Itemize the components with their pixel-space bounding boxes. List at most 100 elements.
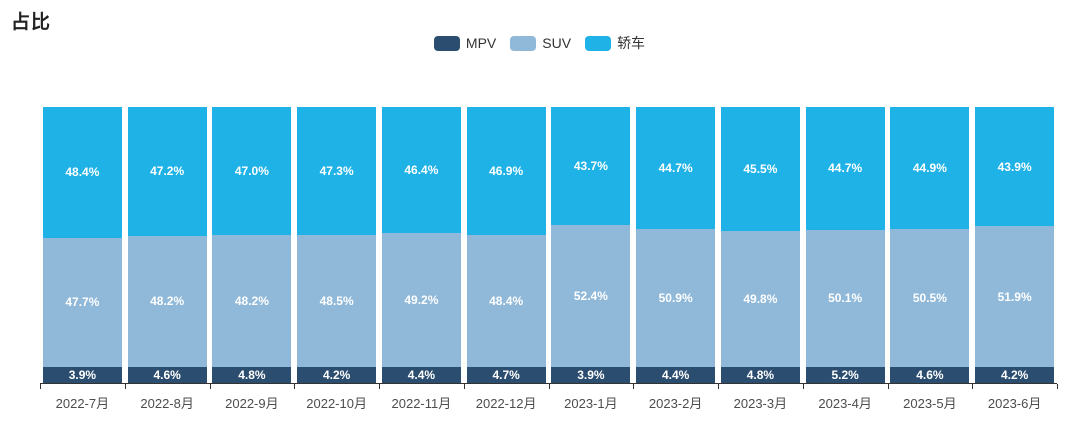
bar-value-label: 4.6% bbox=[916, 368, 944, 382]
bar-segment-mpv[interactable]: 4.4% bbox=[636, 367, 716, 383]
bar-value-label: 4.4% bbox=[661, 368, 690, 382]
x-axis-tick bbox=[548, 384, 550, 389]
x-axis-tick bbox=[1057, 384, 1058, 389]
bar-value-label: 47.2% bbox=[150, 164, 185, 179]
bar-segment-轿车[interactable]: 47.2% bbox=[127, 107, 207, 236]
bar-segment-suv[interactable]: 47.7% bbox=[42, 237, 122, 367]
bar-segment-轿车[interactable]: 48.4% bbox=[42, 107, 122, 238]
bar-value-label: 43.7% bbox=[573, 159, 608, 174]
stacked-bar: 44.7% 50.1% 5.2% bbox=[805, 107, 885, 383]
legend-item-mpv[interactable]: MPV bbox=[433, 35, 497, 51]
x-axis-tick bbox=[124, 384, 126, 389]
bar-segment-mpv[interactable]: 5.2% bbox=[805, 367, 885, 383]
bars-container: 48.4% 47.7% 3.9% 47.2% 48.2% 4.6% 47.0% 48.2% 4.… bbox=[40, 107, 1057, 383]
bar-segment-mpv[interactable]: 3.9% bbox=[551, 367, 631, 383]
legend-swatch-sedan-icon bbox=[585, 35, 612, 51]
bar-segment-轿车[interactable]: 47.3% bbox=[297, 107, 377, 236]
bar-segment-轿车[interactable]: 47.0% bbox=[212, 107, 292, 236]
bar-value-label: 3.9% bbox=[577, 368, 605, 382]
bar-segment-suv[interactable]: 49.2% bbox=[381, 233, 461, 367]
bar-value-label: 44.7% bbox=[828, 161, 863, 176]
bar-segment-轿车[interactable]: 44.9% bbox=[890, 107, 970, 230]
x-axis-tick bbox=[802, 384, 804, 389]
bar-segment-suv[interactable]: 49.8% bbox=[720, 231, 800, 367]
bar-column: 44.9% 50.5% 4.6% bbox=[888, 107, 973, 383]
bar-value-label: 48.2% bbox=[234, 294, 269, 309]
legend-item-suv[interactable]: SUV bbox=[510, 35, 571, 51]
bar-segment-suv[interactable]: 48.2% bbox=[212, 235, 292, 367]
bar-segment-suv[interactable]: 48.5% bbox=[297, 235, 377, 367]
bar-value-label: 48.2% bbox=[150, 294, 185, 309]
stacked-bar: 44.9% 50.5% 4.6% bbox=[890, 107, 970, 383]
bar-value-label: 50.1% bbox=[828, 291, 863, 306]
x-axis-label: 2023-5月 bbox=[903, 396, 957, 411]
bar-segment-mpv[interactable]: 4.8% bbox=[720, 367, 800, 383]
bar-segment-suv[interactable]: 50.5% bbox=[890, 229, 970, 367]
bar-value-label: 4.8% bbox=[238, 368, 266, 382]
x-axis-tick bbox=[294, 384, 296, 389]
x-axis-label: 2023-3月 bbox=[733, 396, 788, 411]
x-axis-tick bbox=[972, 384, 974, 389]
x-axis-line bbox=[40, 383, 1058, 390]
bar-value-label: 48.4% bbox=[489, 293, 524, 308]
bar-value-label: 44.7% bbox=[658, 160, 693, 175]
stacked-bar: 44.7% 50.9% 4.4% bbox=[636, 107, 716, 383]
bar-value-label: 48.5% bbox=[319, 294, 354, 309]
bar-segment-轿车[interactable]: 45.5% bbox=[720, 107, 800, 232]
legend: MPV SUV 轿车 bbox=[0, 33, 1079, 53]
x-axis-tick bbox=[718, 384, 719, 389]
bar-segment-mpv[interactable]: 4.2% bbox=[975, 367, 1055, 383]
bar-value-label: 46.4% bbox=[404, 163, 439, 178]
bar-column: 45.5% 49.8% 4.8% bbox=[718, 107, 803, 383]
bar-value-label: 3.9% bbox=[68, 368, 97, 382]
bar-segment-mpv[interactable]: 3.9% bbox=[42, 367, 122, 383]
bar-segment-轿车[interactable]: 43.9% bbox=[975, 107, 1055, 227]
bar-column: 46.9% 48.4% 4.7% bbox=[464, 107, 549, 383]
x-axis-tick bbox=[887, 384, 889, 389]
stacked-bar: 45.5% 49.8% 4.8% bbox=[720, 107, 800, 383]
bar-column: 47.2% 48.2% 4.6% bbox=[125, 107, 210, 383]
x-axis-label: 2022-9月 bbox=[225, 396, 279, 411]
chart-title: 占比 bbox=[11, 12, 52, 33]
bar-column: 47.0% 48.2% 4.8% bbox=[210, 107, 295, 383]
bar-segment-suv[interactable]: 48.4% bbox=[466, 234, 546, 367]
stacked-bar: 47.3% 48.5% 4.2% bbox=[297, 107, 377, 383]
bar-value-label: 52.4% bbox=[573, 289, 608, 304]
bar-column: 47.3% 48.5% 4.2% bbox=[294, 107, 379, 383]
bar-segment-轿车[interactable]: 43.7% bbox=[551, 107, 631, 226]
bar-segment-suv[interactable]: 51.9% bbox=[975, 226, 1055, 367]
bar-value-label: 47.7% bbox=[65, 295, 100, 310]
bar-value-label: 44.9% bbox=[912, 161, 947, 176]
bar-segment-mpv[interactable]: 4.6% bbox=[127, 367, 207, 383]
bar-value-label: 45.5% bbox=[743, 162, 778, 177]
bar-segment-suv[interactable]: 50.1% bbox=[805, 229, 885, 367]
stacked-bar: 47.2% 48.2% 4.6% bbox=[127, 107, 207, 383]
bar-segment-mpv[interactable]: 4.2% bbox=[297, 367, 377, 383]
x-axis-label: 2023-4月 bbox=[818, 396, 872, 411]
x-axis-tick bbox=[379, 384, 380, 389]
x-axis-label: 2022-8月 bbox=[140, 396, 194, 411]
bar-segment-mpv[interactable]: 4.6% bbox=[890, 367, 970, 383]
bar-segment-suv[interactable]: 48.2% bbox=[127, 235, 207, 367]
bar-value-label: 49.8% bbox=[743, 292, 778, 307]
bar-value-label: 4.2% bbox=[322, 368, 351, 382]
stacked-bar: 43.7% 52.4% 3.9% bbox=[551, 107, 631, 383]
legend-item-sedan[interactable]: 轿车 bbox=[585, 33, 645, 53]
bar-segment-mpv[interactable]: 4.8% bbox=[212, 367, 292, 383]
bar-segment-轿车[interactable]: 44.7% bbox=[805, 107, 885, 230]
bar-value-label: 47.0% bbox=[234, 164, 269, 179]
bar-segment-suv[interactable]: 52.4% bbox=[551, 225, 631, 367]
bar-segment-轿车[interactable]: 46.4% bbox=[381, 107, 461, 234]
bar-value-label: 5.2% bbox=[831, 368, 859, 382]
x-axis-label: 2022-11月 bbox=[391, 396, 452, 411]
bar-segment-suv[interactable]: 50.9% bbox=[636, 228, 716, 367]
legend-label-mpv: MPV bbox=[465, 35, 497, 51]
bar-value-label: 4.6% bbox=[153, 368, 181, 382]
bar-segment-轿车[interactable]: 44.7% bbox=[636, 107, 716, 229]
bar-segment-mpv[interactable]: 4.4% bbox=[381, 367, 461, 383]
legend-swatch-suv-icon bbox=[510, 35, 537, 51]
bar-segment-mpv[interactable]: 4.7% bbox=[466, 367, 546, 383]
bar-value-label: 51.9% bbox=[997, 289, 1032, 304]
bar-segment-轿车[interactable]: 46.9% bbox=[466, 107, 546, 235]
